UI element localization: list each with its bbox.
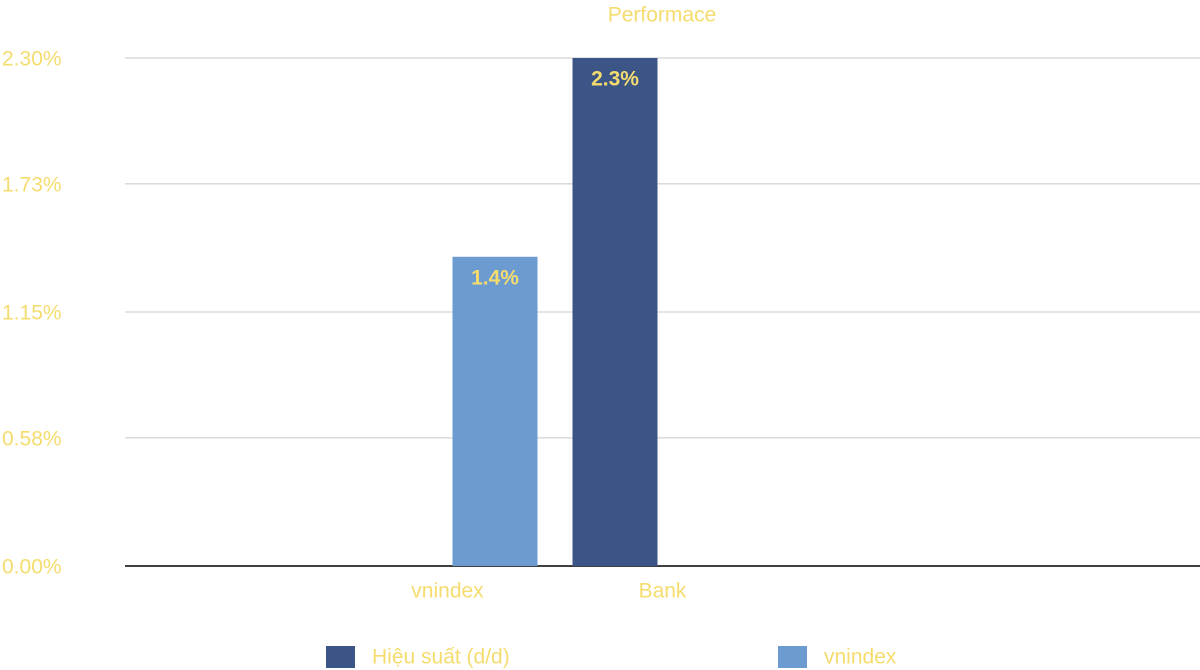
data-label: 1.4%: [471, 266, 519, 289]
x-tick-label: Bank: [639, 580, 687, 603]
legend-swatch: [326, 646, 355, 668]
y-tick-label: 1.15%: [2, 302, 62, 325]
x-tick-label: vnindex: [411, 580, 484, 603]
data-label: 2.3%: [591, 68, 639, 91]
legend-label: vnindex: [824, 646, 897, 669]
y-tick-label: 1.73%: [2, 173, 62, 196]
chart-title: Performace: [608, 4, 717, 27]
y-tick-label: 0.58%: [2, 427, 62, 450]
y-tick-label: 2.30%: [2, 48, 62, 71]
bar: [572, 58, 658, 566]
bar: [452, 256, 538, 566]
legend-swatch: [778, 646, 807, 668]
legend-label: Hiệu suất (d/d): [372, 646, 510, 669]
y-tick-label: 0.00%: [2, 556, 62, 579]
